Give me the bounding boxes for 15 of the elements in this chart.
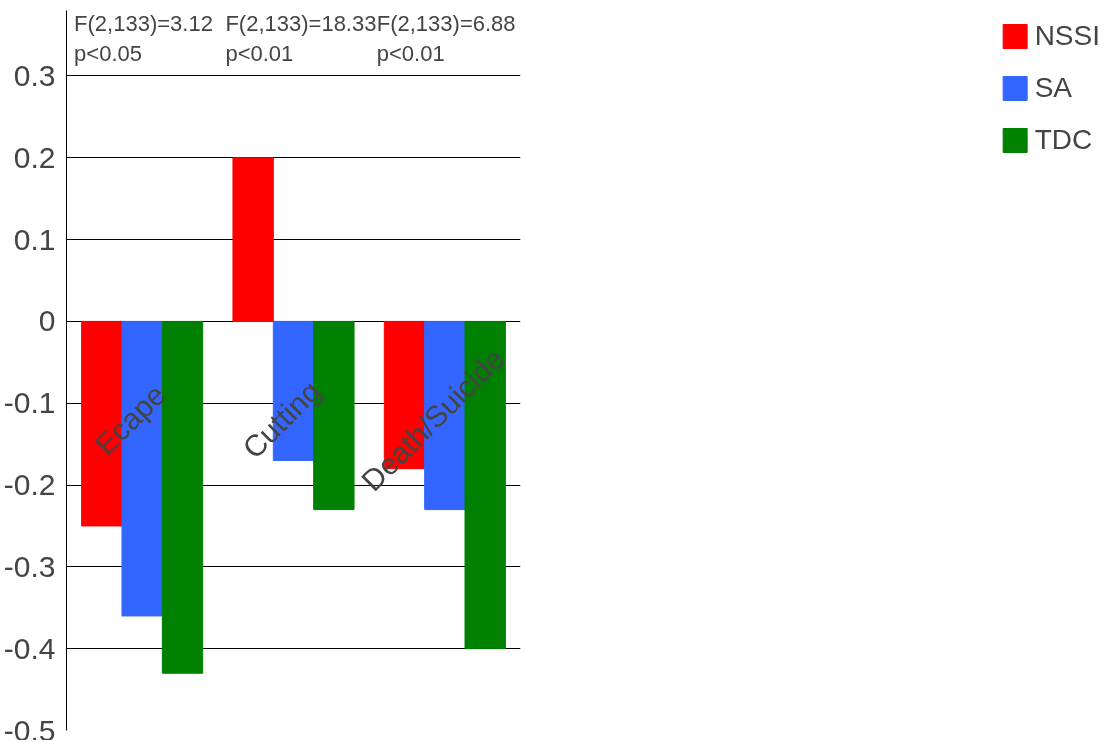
y-tick-label: 0.2 [13, 140, 56, 174]
y-tick-label: -0.5 [3, 713, 56, 747]
y-tick-label: -0.1 [3, 386, 56, 420]
y-tick-label: -0.2 [3, 468, 56, 502]
legend-label: SA [1034, 72, 1072, 104]
text: F(2,133)=18.33 p<0.01 [225, 10, 377, 66]
y-tick-label: 0 [38, 304, 56, 338]
legend-label: NSSI [1034, 20, 1100, 52]
text: F(2,133)=6.88 p<0.01 [376, 10, 516, 66]
y-tick-label: -0.4 [3, 631, 56, 665]
y-tick-label: -0.3 [3, 549, 56, 583]
legend-label: TDC [1034, 124, 1093, 156]
y-tick-label: 0.3 [13, 58, 56, 92]
y-tick-label: 0.1 [13, 222, 56, 256]
text: F(2,133)=3.12 p<0.05 [74, 10, 213, 66]
